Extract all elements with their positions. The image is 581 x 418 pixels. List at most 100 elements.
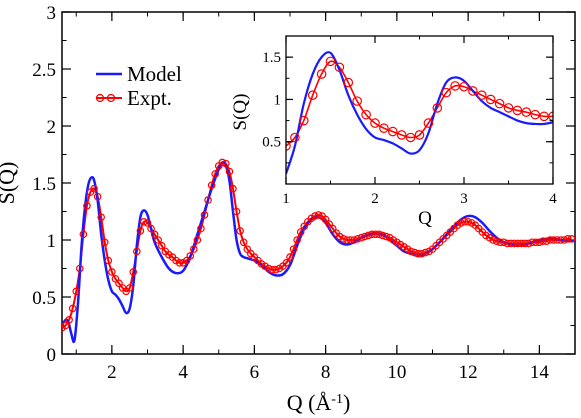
expt-point (197, 224, 205, 233)
expt-point (129, 268, 138, 276)
x-tick-label: 4 (178, 362, 188, 383)
expt-point (353, 235, 362, 243)
expt-point (222, 159, 230, 168)
expt-point (182, 256, 191, 265)
expt-point (296, 228, 305, 236)
expt-point (492, 237, 501, 245)
expt-point (125, 284, 134, 292)
expt-point (514, 239, 522, 248)
expt-point (499, 238, 508, 247)
expt-point (218, 158, 227, 167)
expt-point (382, 232, 390, 241)
main-series-group (62, 158, 575, 344)
expt-point (460, 217, 469, 226)
inset-expt-point (405, 132, 416, 143)
expt-point (343, 236, 351, 244)
expt-point (93, 192, 102, 201)
x-tick-label: 8 (321, 362, 331, 383)
expt-point (147, 224, 155, 233)
expt-point (407, 247, 415, 256)
expt-point (175, 258, 184, 267)
expt-point (211, 170, 219, 178)
expt-point (311, 212, 319, 220)
expt-point (193, 236, 202, 244)
expt-point (346, 236, 355, 244)
inset-expt-point (307, 90, 318, 100)
inset-model-line (286, 51, 553, 175)
expt-point (510, 239, 519, 248)
expt-point (236, 227, 244, 235)
x-axis-title-exponent: -1 (331, 392, 343, 407)
inset-expt-point (459, 81, 469, 92)
expt-point (264, 264, 273, 273)
expt-point (464, 217, 472, 226)
expt-point (371, 230, 380, 239)
expt-point (350, 236, 358, 244)
expt-point (268, 265, 276, 274)
expt-point (133, 247, 141, 256)
expt-point (271, 265, 280, 274)
expt-point (243, 245, 252, 253)
inset-y-tick-label: 1 (274, 92, 282, 108)
inset-expt-point (290, 132, 300, 143)
expt-point (62, 323, 66, 332)
x-axis-title-close: ) (343, 390, 350, 415)
x-axis-title-main: Q (Å (287, 390, 332, 415)
expt-point (108, 268, 116, 276)
expt-point (200, 211, 209, 219)
inset-expt-point (316, 69, 327, 79)
expt-point (539, 237, 547, 245)
inset-x-axis-title: Q (418, 208, 432, 229)
expt-point (528, 238, 537, 247)
expt-point (143, 219, 152, 227)
inset-expt-point (286, 141, 291, 151)
y-tick-label: 0.5 (32, 288, 56, 309)
legend-expt-marker (95, 93, 105, 103)
expt-point (229, 184, 237, 193)
inset-expt-point (370, 118, 380, 128)
expt-point (410, 248, 419, 257)
expt-point (414, 249, 423, 258)
inset-x-tick-label: 4 (549, 191, 557, 207)
inset-expt-point (503, 103, 514, 113)
expt-point (289, 245, 298, 253)
inset-expt-point (423, 118, 434, 128)
expt-point (535, 238, 544, 247)
expt-point (553, 236, 561, 244)
expt-point (225, 167, 234, 176)
expt-point (115, 279, 123, 288)
expt-point (503, 239, 512, 248)
inset-x-tick-label: 2 (371, 191, 379, 207)
inset-expt-point (343, 77, 354, 88)
expt-point (286, 253, 294, 261)
expt-point (293, 236, 301, 244)
expt-point (104, 256, 113, 265)
expt-point (72, 287, 81, 296)
x-axis-title: Q (Å-1) (287, 390, 351, 415)
expt-point (549, 236, 558, 244)
expt-point (567, 235, 575, 243)
expt-point (542, 237, 551, 245)
expt-point (140, 217, 148, 226)
expt-point (489, 236, 497, 244)
expt-point (232, 207, 241, 216)
x-tick-label: 14 (530, 362, 550, 383)
legend-expt-marker (106, 93, 116, 103)
inset-expt-point (530, 109, 540, 120)
inset-expt-point (476, 90, 487, 100)
expt-point (457, 219, 465, 227)
inset-y-tick-label: 1.5 (262, 50, 281, 66)
x-tick-label: 2 (107, 362, 117, 383)
x-tick-label: 10 (387, 362, 406, 383)
inset-expt-point (361, 109, 371, 120)
expt-point (521, 239, 529, 248)
expt-point (361, 232, 369, 241)
y-tick-label: 2.5 (32, 60, 56, 81)
inset-expt-point (352, 96, 362, 106)
expt-point (100, 238, 109, 247)
expt-point (339, 235, 348, 243)
expt-point (357, 233, 366, 242)
expt-point (556, 236, 565, 244)
expt-point (560, 236, 569, 244)
